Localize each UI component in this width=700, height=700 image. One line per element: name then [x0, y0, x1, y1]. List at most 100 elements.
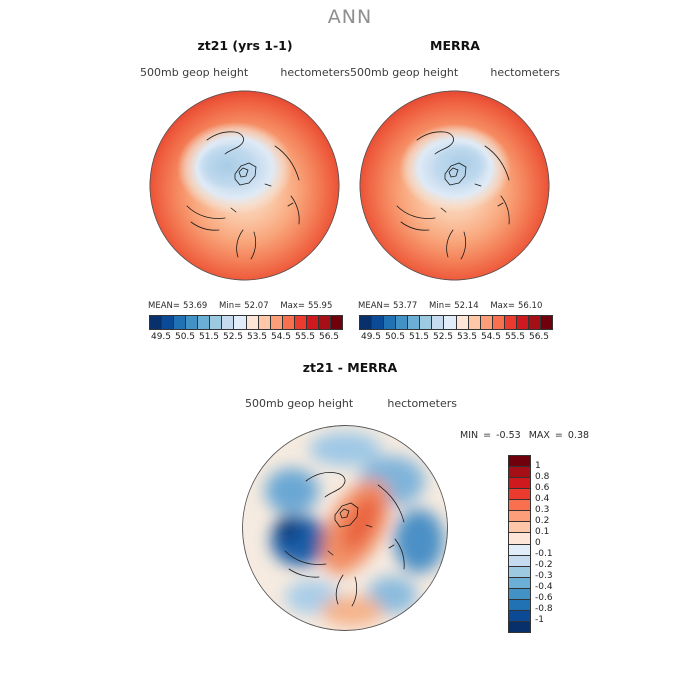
colorbar-cell	[294, 316, 307, 329]
colorbar-cell	[456, 316, 469, 329]
colorbar-tick-label: 0.4	[535, 494, 550, 504]
colorbar-tick-label: 51.5	[198, 332, 220, 342]
units-label: hectometers	[490, 66, 560, 79]
coastlines	[284, 472, 405, 607]
colorbar-tick-label: 53.5	[456, 332, 478, 342]
figure-title: ANN	[327, 6, 373, 28]
max-label: MAX	[528, 430, 550, 441]
colorbar-tick-label: -0.4	[535, 582, 553, 592]
colorbar-cell	[306, 316, 319, 329]
colorbar-cell	[282, 316, 295, 329]
colorbar-cell	[509, 511, 530, 523]
colorbar-cell	[509, 599, 530, 611]
max-label: Max=	[490, 301, 516, 311]
min-value: 52.07	[244, 301, 269, 311]
colorbar-cell	[509, 621, 530, 632]
colorbar-cell	[528, 316, 541, 329]
max-label: Max=	[280, 301, 306, 311]
max-value: 56.10	[518, 301, 543, 311]
colorbar-cell	[509, 500, 530, 512]
colorbar-cell	[480, 316, 493, 329]
equals-sign: =	[483, 430, 492, 441]
colorbar-tick-label: 50.5	[384, 332, 406, 342]
colorbar-cell	[420, 316, 433, 329]
colorbar-tick-label: 54.5	[270, 332, 292, 342]
colorbar-tick-label: 1	[535, 461, 541, 471]
colorbar-tick-label: 51.5	[408, 332, 430, 342]
coastlines	[186, 131, 300, 260]
variable-label: 500mb geop height	[140, 66, 249, 79]
panel-diff-subtitle: 500mb geop height hectometers	[245, 397, 457, 410]
units-label: hectometers	[280, 66, 350, 79]
colorbar-tick-label: 55.5	[294, 332, 316, 342]
colorbar-tick-label: 0.2	[535, 516, 550, 526]
colorbar-cell	[492, 316, 505, 329]
colorbar-cell	[234, 316, 247, 329]
colorbar-tick-label: 52.5	[432, 332, 454, 342]
colorbar-tick-label: -1	[535, 615, 544, 625]
colorbar-cell	[504, 316, 517, 329]
colorbar-cell	[198, 316, 211, 329]
colorbar-tick-label: 56.5	[318, 332, 340, 342]
panel-merra-subtitle: 500mb geop height hectometers	[350, 66, 560, 79]
colorbar-cell	[360, 316, 373, 329]
colorbar-tick-label: 49.5	[360, 332, 382, 342]
max-value: 55.95	[308, 301, 333, 311]
max-value: 0.38	[567, 430, 590, 441]
coastlines	[396, 131, 510, 260]
colorbar-cell	[509, 588, 530, 600]
colorbar-cell	[509, 610, 530, 622]
colorbar-cell	[372, 316, 385, 329]
map-merra	[359, 90, 550, 281]
colorbar-cell	[186, 316, 199, 329]
colorbar-cell	[222, 316, 235, 329]
colorbar-cell	[509, 478, 530, 490]
colorbar-cell	[258, 316, 271, 329]
colorbar-cell	[516, 316, 529, 329]
min-label: Min=	[429, 301, 452, 311]
colorbar-tick-label: 54.5	[480, 332, 502, 342]
colorbar-cell	[509, 522, 530, 534]
colorbar-tick-label: 0	[535, 538, 541, 548]
colorbar-ticks-merra: 49.5 50.5 51.5 52.5 53.5 54.5 55.5 56.5	[359, 332, 551, 344]
mean-value: 53.77	[393, 301, 418, 311]
colorbar-cell	[468, 316, 481, 329]
map-diff	[242, 425, 448, 631]
colorbar-tick-label: 52.5	[222, 332, 244, 342]
mean-label: MEAN=	[358, 301, 390, 311]
colorbar-tick-label: 50.5	[174, 332, 196, 342]
units-label: hectometers	[387, 397, 457, 410]
colorbar-cell	[384, 316, 397, 329]
colorbar-merra	[359, 315, 553, 330]
mean-label: MEAN=	[148, 301, 180, 311]
colorbar-tick-label: 53.5	[246, 332, 268, 342]
colorbar-tick-label: -0.2	[535, 560, 553, 570]
map-zt21	[149, 90, 340, 281]
colorbar-cell	[444, 316, 457, 329]
colorbar-cell	[509, 555, 530, 567]
colorbar-cell	[509, 544, 530, 556]
colorbar-cell	[509, 566, 530, 578]
colorbar-cell	[432, 316, 445, 329]
colorbar-diff	[508, 455, 531, 633]
colorbar-cell	[509, 467, 530, 479]
min-value: -0.53	[496, 430, 521, 441]
colorbar-cell	[330, 316, 342, 329]
colorbar-tick-label: -0.3	[535, 571, 553, 581]
colorbar-tick-label: 0.1	[535, 527, 550, 537]
min-value: 52.14	[454, 301, 479, 311]
colorbar-cell	[408, 316, 421, 329]
colorbar-cell	[210, 316, 223, 329]
stats-line-merra: MEAN= 53.77 Min= 52.14 Max= 56.10	[358, 301, 554, 311]
panel-zt21-title: zt21 (yrs 1-1)	[197, 38, 293, 53]
colorbar-tick-label: 0.8	[535, 472, 550, 482]
colorbar-ticks-zt21: 49.5 50.5 51.5 52.5 53.5 54.5 55.5 56.5	[149, 332, 341, 344]
colorbar-tick-label: 0.6	[535, 483, 550, 493]
colorbar-tick-label: -0.8	[535, 604, 553, 614]
diff-minmax-line: MIN = -0.53 MAX = 0.38	[460, 430, 594, 441]
colorbar-cell	[509, 533, 530, 545]
colorbar-tick-label: 55.5	[504, 332, 526, 342]
colorbar-zt21	[149, 315, 343, 330]
colorbar-cell	[318, 316, 331, 329]
